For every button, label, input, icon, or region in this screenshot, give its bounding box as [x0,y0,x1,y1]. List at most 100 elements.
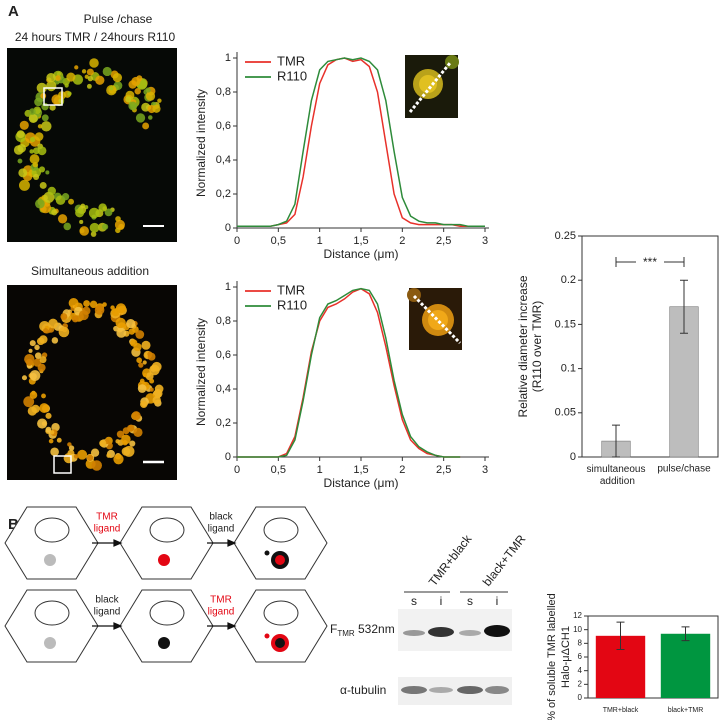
roi-box [53,455,72,474]
panel-label: B [8,516,19,533]
legend-label: TMR [277,282,305,297]
granule [64,83,69,88]
row-label-subscript: TMR [337,629,355,638]
y-axis-label: Normalized intensity [194,318,208,426]
granule [148,115,153,120]
condition-label: black+TMR [480,532,529,589]
granule [19,120,29,130]
granule [86,454,94,461]
y-tick-label: 0 [225,222,231,234]
granule [134,411,139,417]
fraction-label: s [467,594,473,608]
granule [50,430,55,435]
granule [61,193,70,201]
granule [35,198,45,209]
granule [77,449,88,460]
granule [145,87,151,93]
x-tick-label: 0,5 [271,235,286,247]
x-tick-label: black+TMR [668,707,704,714]
y-tick-label: 2 [578,679,583,688]
row-label: α-tubulin [340,683,386,697]
granule [37,146,47,156]
granule [83,300,91,307]
condition-label: TMR+black [426,531,475,588]
granule [116,327,127,338]
granule [89,300,98,309]
granule [18,179,30,191]
granule [86,68,94,76]
y-tick-label: 0 [570,451,576,463]
granule [123,445,135,457]
granule [119,322,125,328]
granule [142,360,147,365]
y-tick-label: 0 [578,693,583,702]
y-axis-label: % of soluble TMR labelled [546,593,558,720]
granule [41,114,49,122]
granule [41,102,49,111]
granule [87,75,94,82]
granule [147,352,156,361]
granule [57,214,68,224]
x-tick-label: 1,5 [353,464,368,476]
granule [136,357,143,364]
granule [45,426,52,433]
granule [122,440,128,446]
granule [48,438,54,444]
granule [141,340,151,350]
granule [133,342,142,352]
x-tick-label: pulse/chase [657,464,711,475]
annotation-bg [636,256,664,268]
granule [45,412,52,419]
granule [36,337,45,346]
y-tick-label: 0,8 [216,315,231,327]
granule [104,208,113,217]
arrow-label: ligand [94,524,121,535]
error-bar [681,626,690,642]
inset-image [407,288,462,350]
granule [29,340,36,347]
y-tick-label: 0,4 [216,383,231,395]
granule [51,423,60,432]
granule [89,58,99,68]
granule [28,113,38,123]
granule [152,104,161,113]
granule [41,121,52,132]
image-caption: Pulse /chase [84,12,153,26]
fraction-label: i [496,594,499,608]
granule [122,427,130,435]
granule [49,104,56,111]
granule [56,437,62,443]
granule [128,101,138,111]
granule [110,305,115,310]
granule [29,370,41,381]
y-tick-label: 0,2 [216,188,231,200]
x-tick-label: TMR+black [603,707,639,714]
granule [114,219,125,230]
granule [58,326,70,338]
granule [109,85,114,91]
arrow-label: black [209,512,233,523]
y-tick-label: 0 [225,451,231,463]
arrow-label: black [95,595,119,606]
granule [136,75,143,82]
fraction-label: i [440,594,443,608]
granule [152,396,161,405]
granule [102,66,112,77]
image-caption: 24 hours TMR / 24hours R110 [15,30,176,44]
error-bar [680,279,688,334]
x-tick-label: 3 [482,464,488,476]
y-tick-label: 0.1 [561,363,576,375]
schematic: TMR ligand black ligand black ligand TMR… [4,506,328,663]
granule [102,223,109,230]
granule [98,203,107,212]
granule [37,124,43,129]
granule [79,219,84,225]
granule [157,98,162,103]
granule [34,344,40,351]
x-tick-label: 2 [399,235,405,247]
granule [125,96,132,103]
granule [112,73,123,83]
y-tick-label: 6 [578,652,583,661]
granule [88,207,100,219]
granule [135,330,145,339]
